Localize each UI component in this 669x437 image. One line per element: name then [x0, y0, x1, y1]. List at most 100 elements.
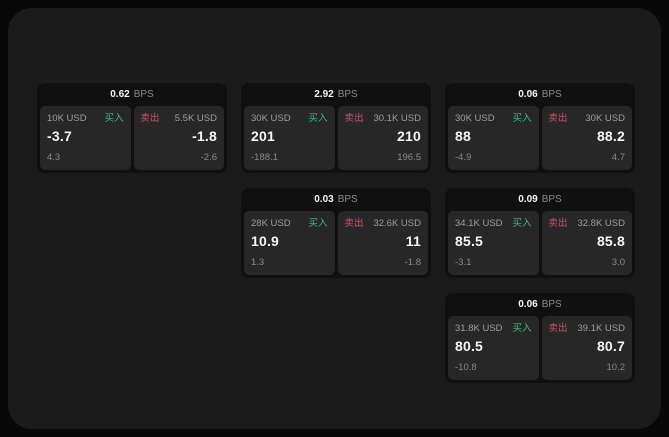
card-header: 2.92 BPS [241, 83, 431, 106]
sell-size-label: 30K USD [585, 113, 625, 124]
buy-side-label: 买入 [308, 113, 328, 124]
sell-quote-tile[interactable]: 卖出 30K USD 88.2 4.7 [541, 106, 632, 170]
sell-secondary-value: 196.5 [397, 152, 421, 163]
buy-secondary-value: -4.9 [455, 152, 472, 163]
sell-price: 88.2 [596, 128, 625, 144]
bps-unit-label: BPS [541, 299, 562, 310]
sell-side-label: 卖出 [548, 218, 568, 229]
buy-price: 201 [251, 128, 275, 144]
sell-top-row: 卖出 30.1K USD [345, 113, 422, 125]
sell-side-label: 卖出 [344, 218, 364, 229]
buy-size-label: 30K USD [251, 113, 291, 124]
sell-size-label: 39.1K USD [577, 323, 625, 334]
quote-sides: 10K USD 买入 -3.7 4.3 卖出 5.5K USD -1.8 -2.… [37, 106, 227, 173]
sell-price: 80.7 [596, 338, 625, 354]
buy-price: 10.9 [251, 233, 280, 249]
bps-unit-label: BPS [133, 89, 154, 100]
quote-card: 0.06 BPS 30K USD 买入 88 -4.9 卖出 30K USD 8… [445, 83, 635, 173]
buy-top-row: 28K USD 买入 [251, 218, 328, 230]
buy-side-label: 买入 [104, 113, 124, 124]
bps-value: 0.09 [518, 194, 538, 205]
buy-quote-tile[interactable]: 28K USD 买入 10.9 1.3 [244, 211, 335, 275]
buy-quote-tile[interactable]: 30K USD 买入 88 -4.9 [448, 106, 539, 170]
sell-price: 11 [405, 233, 421, 249]
buy-quote-tile[interactable]: 31.8K USD 买入 80.5 -10.8 [448, 316, 539, 380]
sell-price: 210 [397, 128, 421, 144]
quote-card: 0.62 BPS 10K USD 买入 -3.7 4.3 卖出 5.5K USD… [37, 83, 227, 173]
card-header: 0.62 BPS [37, 83, 227, 106]
buy-top-row: 31.8K USD 买入 [455, 323, 532, 335]
bps-unit-label: BPS [541, 89, 562, 100]
buy-secondary-value: 1.3 [251, 257, 265, 268]
sell-quote-tile[interactable]: 卖出 39.1K USD 80.7 10.2 [541, 316, 632, 380]
quote-card: 0.09 BPS 34.1K USD 买入 85.5 -3.1 卖出 32.8K… [445, 188, 635, 278]
buy-side-label: 买入 [308, 218, 328, 229]
sell-price: 85.8 [596, 233, 625, 249]
quote-sides: 30K USD 买入 88 -4.9 卖出 30K USD 88.2 4.7 [445, 106, 635, 173]
buy-quote-tile[interactable]: 30K USD 买入 201 -188.1 [244, 106, 335, 170]
sell-side-label: 卖出 [548, 113, 568, 124]
buy-quote-tile[interactable]: 34.1K USD 买入 85.5 -3.1 [448, 211, 539, 275]
buy-side-label: 买入 [512, 323, 532, 334]
sell-secondary-value: 4.7 [611, 152, 625, 163]
buy-side-label: 买入 [512, 218, 532, 229]
quote-sides: 30K USD 买入 201 -188.1 卖出 30.1K USD 210 1… [241, 106, 431, 173]
sell-top-row: 卖出 32.8K USD [549, 218, 626, 230]
sell-quote-tile[interactable]: 卖出 5.5K USD -1.8 -2.6 [133, 106, 224, 170]
sell-quote-tile[interactable]: 卖出 32.8K USD 85.8 3.0 [541, 211, 632, 275]
buy-quote-tile[interactable]: 10K USD 买入 -3.7 4.3 [40, 106, 131, 170]
buy-top-row: 30K USD 买入 [251, 113, 328, 125]
sell-top-row: 卖出 30K USD [549, 113, 626, 125]
app-window: 0.62 BPS 10K USD 买入 -3.7 4.3 卖出 5.5K USD… [8, 8, 661, 429]
sell-price: -1.8 [192, 128, 217, 144]
sell-quote-tile[interactable]: 卖出 30.1K USD 210 196.5 [337, 106, 428, 170]
buy-price: 88 [455, 128, 471, 144]
quote-card: 0.03 BPS 28K USD 买入 10.9 1.3 卖出 32.6K US… [241, 188, 431, 278]
sell-size-label: 30.1K USD [373, 113, 421, 124]
buy-size-label: 28K USD [251, 218, 291, 229]
buy-size-label: 34.1K USD [455, 218, 503, 229]
card-header: 0.06 BPS [445, 83, 635, 106]
sell-top-row: 卖出 39.1K USD [549, 323, 626, 335]
buy-price: 85.5 [455, 233, 484, 249]
buy-side-label: 买入 [512, 113, 532, 124]
sell-side-label: 卖出 [548, 323, 568, 334]
buy-top-row: 10K USD 买入 [47, 113, 124, 125]
sell-quote-tile[interactable]: 卖出 32.6K USD 11 -1.8 [337, 211, 428, 275]
sell-size-label: 32.8K USD [577, 218, 625, 229]
buy-secondary-value: 4.3 [47, 152, 61, 163]
buy-size-label: 31.8K USD [455, 323, 503, 334]
quote-card: 0.06 BPS 31.8K USD 买入 80.5 -10.8 卖出 39.1… [445, 293, 635, 383]
sell-secondary-value: -1.8 [404, 257, 421, 268]
quote-sides: 31.8K USD 买入 80.5 -10.8 卖出 39.1K USD 80.… [445, 316, 635, 383]
buy-price: -3.7 [47, 128, 72, 144]
sell-secondary-value: -2.6 [200, 152, 217, 163]
sell-top-row: 卖出 5.5K USD [141, 113, 218, 125]
bps-value: 0.06 [518, 89, 538, 100]
bps-unit-label: BPS [337, 89, 358, 100]
buy-size-label: 10K USD [47, 113, 87, 124]
bps-value: 2.92 [314, 89, 334, 100]
sell-secondary-value: 3.0 [611, 257, 625, 268]
sell-side-label: 卖出 [140, 113, 160, 124]
bps-value: 0.03 [314, 194, 334, 205]
buy-secondary-value: -188.1 [251, 152, 278, 163]
card-header: 0.09 BPS [445, 188, 635, 211]
quote-grid: 0.62 BPS 10K USD 买入 -3.7 4.3 卖出 5.5K USD… [37, 83, 635, 383]
quote-sides: 28K USD 买入 10.9 1.3 卖出 32.6K USD 11 -1.8 [241, 211, 431, 278]
bps-value: 0.62 [110, 89, 130, 100]
bps-value: 0.06 [518, 299, 538, 310]
sell-side-label: 卖出 [344, 113, 364, 124]
quote-card: 2.92 BPS 30K USD 买入 201 -188.1 卖出 30.1K … [241, 83, 431, 173]
quote-sides: 34.1K USD 买入 85.5 -3.1 卖出 32.8K USD 85.8… [445, 211, 635, 278]
buy-top-row: 30K USD 买入 [455, 113, 532, 125]
buy-size-label: 30K USD [455, 113, 495, 124]
bps-unit-label: BPS [337, 194, 358, 205]
card-header: 0.06 BPS [445, 293, 635, 316]
buy-secondary-value: -3.1 [455, 257, 472, 268]
sell-secondary-value: 10.2 [606, 362, 626, 373]
sell-size-label: 32.6K USD [373, 218, 421, 229]
bps-unit-label: BPS [541, 194, 562, 205]
sell-size-label: 5.5K USD [174, 113, 217, 124]
card-header: 0.03 BPS [241, 188, 431, 211]
